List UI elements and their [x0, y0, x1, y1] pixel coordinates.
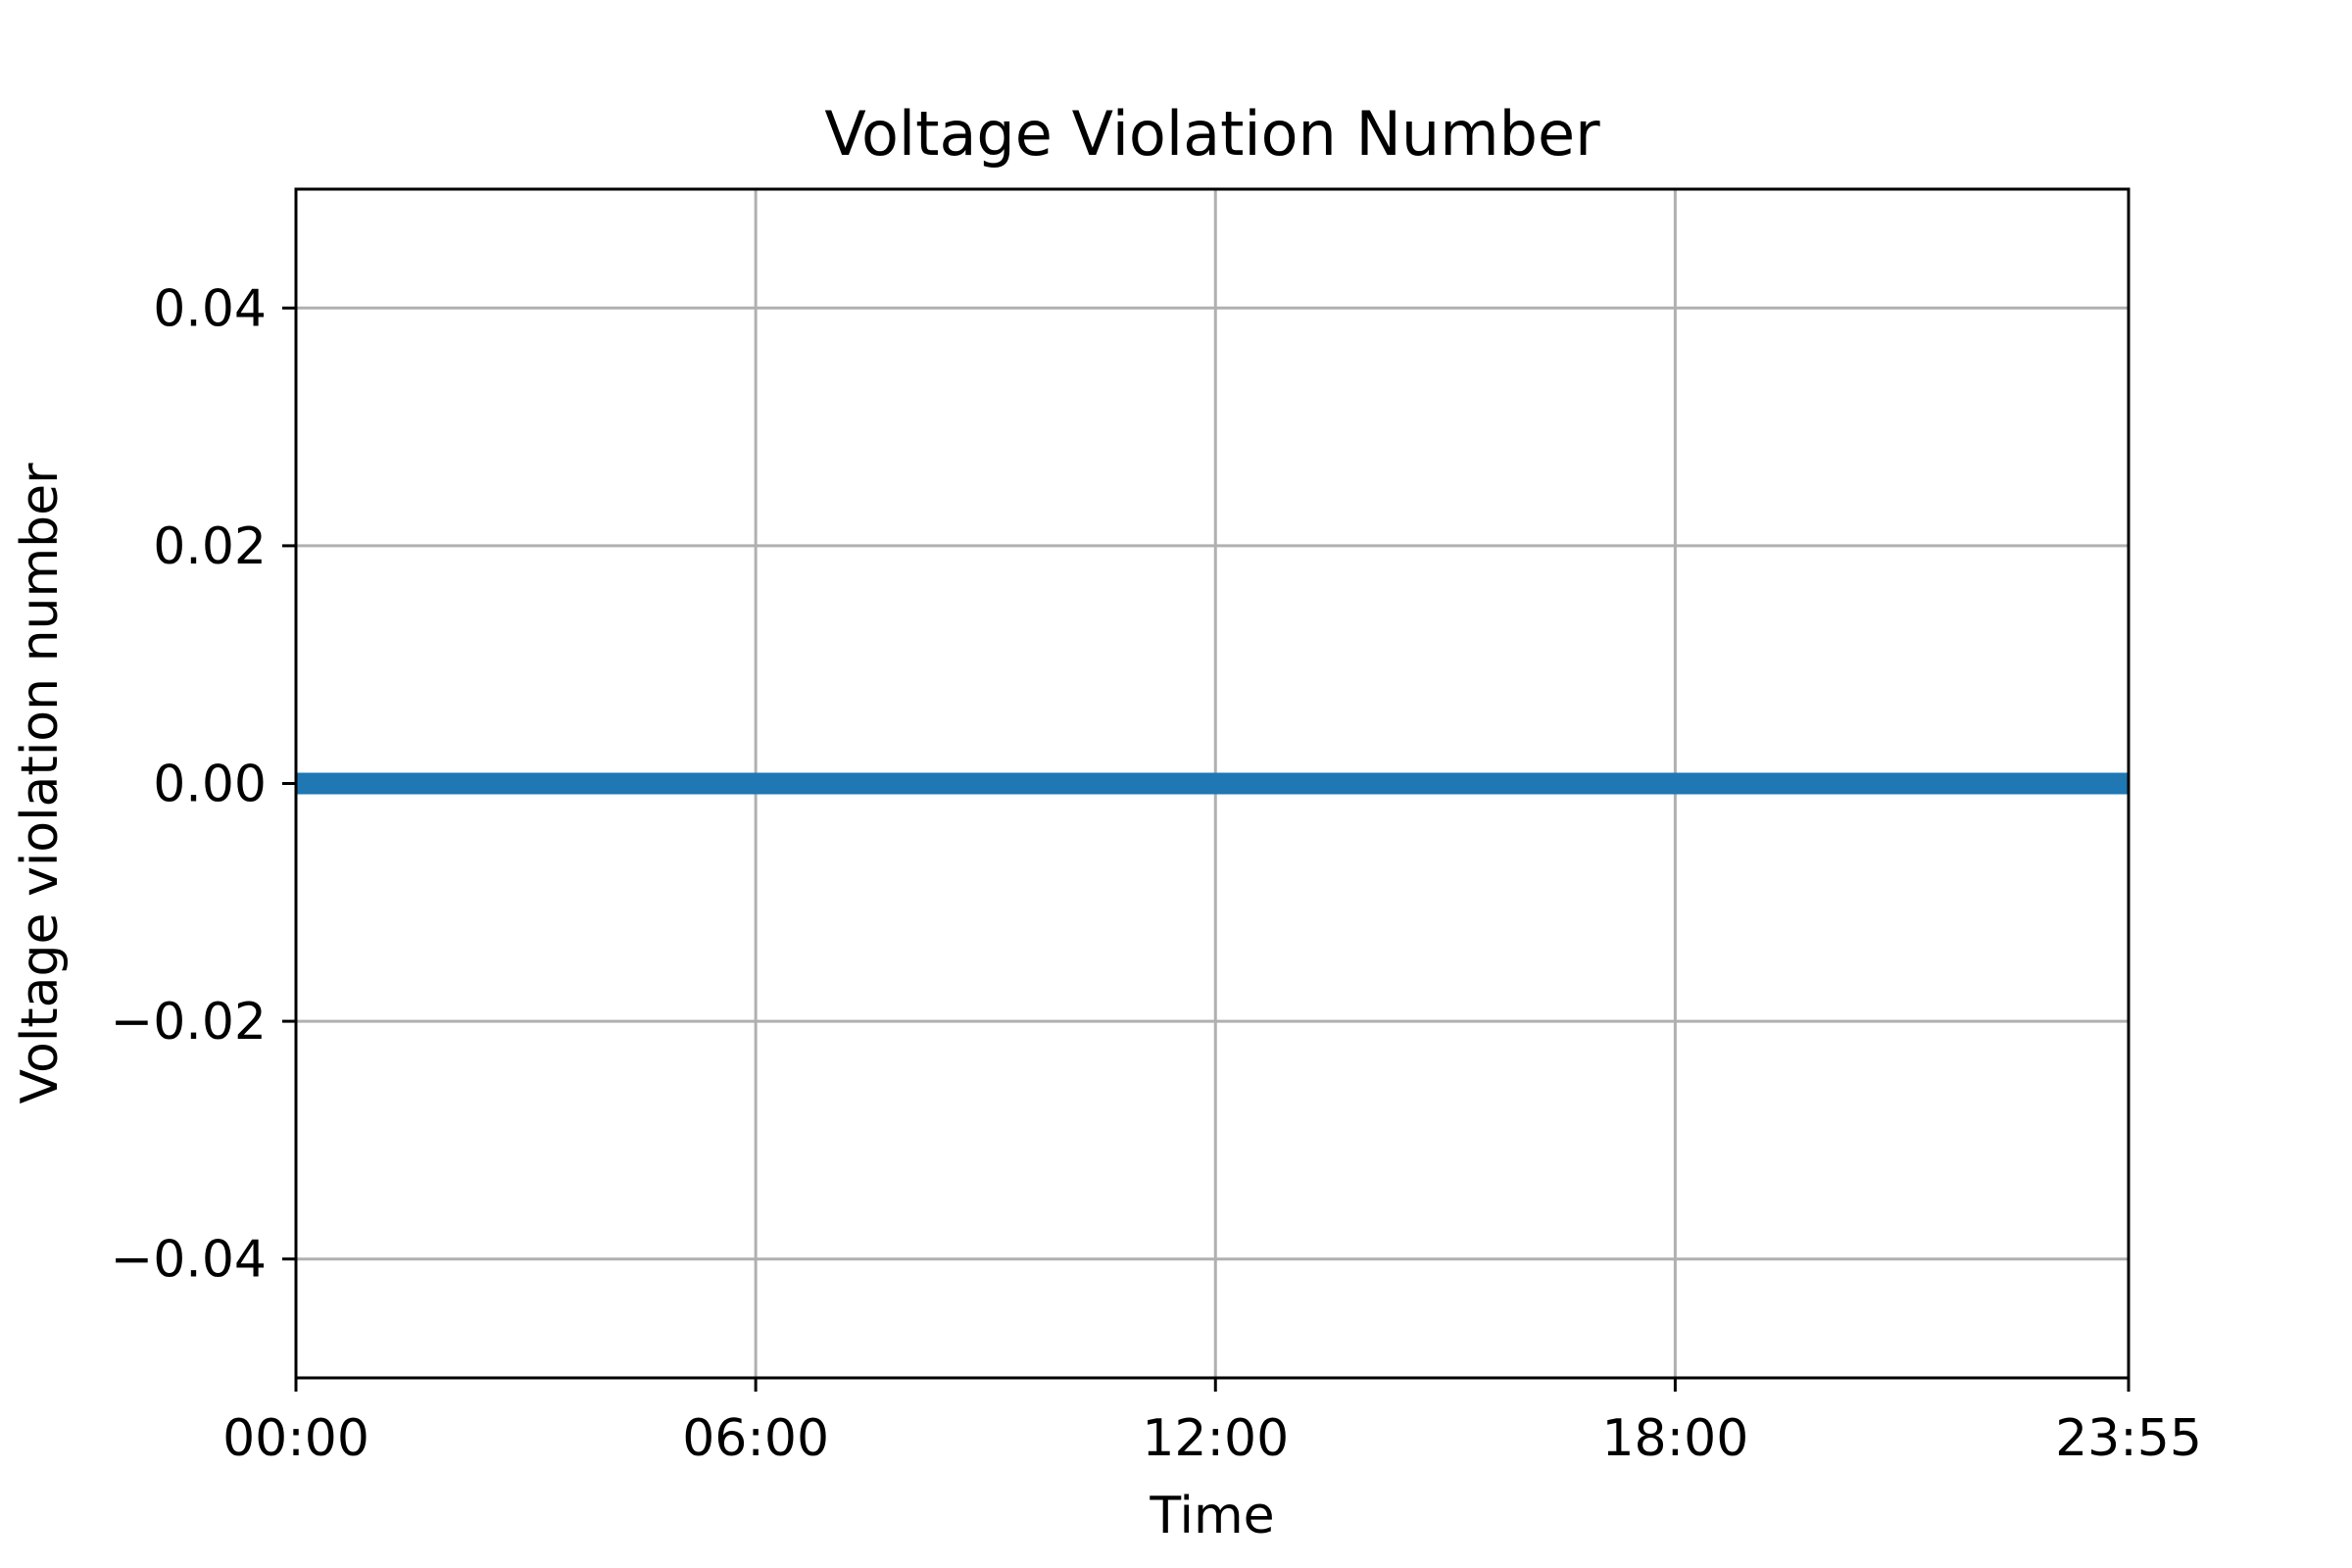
y-tick-label: 0.02: [153, 517, 267, 576]
x-tick-label: 12:00: [1142, 1409, 1289, 1468]
x-tick-label: 06:00: [682, 1409, 829, 1468]
chart-title: Voltage Violation Number: [824, 98, 1600, 170]
x-axis-label: Time: [1149, 1487, 1274, 1545]
y-tick-label: 0.00: [153, 756, 267, 814]
y-tick-label: −0.04: [111, 1231, 267, 1290]
y-tick-label: −0.02: [111, 993, 267, 1052]
x-tick-label: 23:55: [2055, 1409, 2202, 1468]
y-tick-label: 0.04: [153, 279, 267, 338]
y-axis-label: Voltage violation number: [11, 463, 70, 1104]
x-tick-label: 18:00: [1601, 1409, 1748, 1468]
x-tick-label: 00:00: [222, 1409, 369, 1468]
axis-ticks: 00:00 06:00 12:00 18:00 23:55 −0.04 −0.02 0.00 0…: [111, 279, 2202, 1468]
